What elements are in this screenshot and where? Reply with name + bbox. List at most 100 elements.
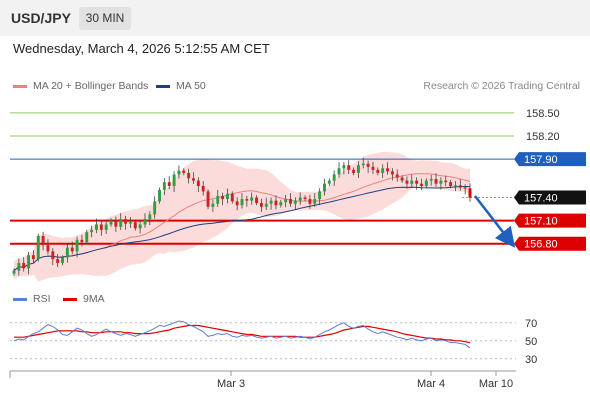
x-axis: Mar 3 Mar 4 Mar 10 xyxy=(9,370,516,390)
legend-ma20: MA 20 + Bollinger Bands xyxy=(13,80,148,92)
candle xyxy=(182,170,186,173)
candle xyxy=(216,196,220,204)
level-label-157.10: 157.10 xyxy=(524,216,558,228)
level-tag-157.90 xyxy=(514,152,586,167)
candle xyxy=(332,174,336,181)
candle xyxy=(162,182,166,190)
ma20-swatch xyxy=(13,84,27,88)
level-label-157.40: 157.40 xyxy=(524,193,558,205)
candle xyxy=(27,255,31,269)
candle xyxy=(192,178,195,181)
candle xyxy=(303,197,307,200)
ma50-line xyxy=(13,185,471,271)
candle xyxy=(458,185,462,188)
candle xyxy=(308,199,312,204)
ma9-line xyxy=(14,324,471,344)
candle xyxy=(390,171,394,175)
candle xyxy=(293,200,297,204)
x-tick-label: Mar 4 xyxy=(417,378,445,390)
legend-9ma: 9MA xyxy=(63,293,105,305)
candle xyxy=(371,166,375,170)
candle xyxy=(342,165,346,169)
candle xyxy=(289,199,292,204)
moving-average-layer xyxy=(13,173,471,271)
candle xyxy=(415,180,419,184)
timestamp: Wednesday, March 4, 2026 5:12:55 AM CET xyxy=(13,41,270,56)
candle xyxy=(221,196,225,200)
candle xyxy=(36,236,40,260)
candle xyxy=(138,224,142,229)
candle xyxy=(453,185,457,187)
candle xyxy=(143,219,147,225)
candle xyxy=(250,197,254,201)
candle xyxy=(167,182,171,186)
legend-ma50: MA 50 xyxy=(156,80,206,92)
candle xyxy=(206,191,210,207)
candle xyxy=(51,251,55,260)
candle xyxy=(255,197,259,203)
candle xyxy=(187,172,191,179)
bollinger-band xyxy=(14,151,470,282)
candle xyxy=(196,180,200,186)
legend-rsi: RSI xyxy=(13,293,51,305)
candle xyxy=(337,168,341,175)
candle xyxy=(153,201,157,215)
credit-text: Research © 2026 Trading Central xyxy=(423,80,580,92)
level-tag-156.80 xyxy=(514,236,586,251)
candle xyxy=(201,186,205,192)
candle xyxy=(468,188,472,198)
candle xyxy=(259,202,263,207)
candle xyxy=(41,236,45,246)
candle xyxy=(80,239,84,243)
candle xyxy=(56,259,60,263)
candle xyxy=(46,245,50,252)
candle xyxy=(104,224,108,230)
ma9-legend-label: 9MA xyxy=(83,293,105,305)
candle xyxy=(444,180,448,183)
ma9-swatch xyxy=(63,297,77,301)
candle xyxy=(463,187,467,189)
level-labels-layer: 158.50 158.20 157.90 157.40 157.10 156.80 xyxy=(514,108,586,251)
candle xyxy=(449,182,453,186)
candle xyxy=(323,183,326,192)
timeframe-badge[interactable]: 30 MIN xyxy=(79,7,131,30)
candle xyxy=(352,169,356,173)
ma50-swatch xyxy=(156,84,170,88)
candle xyxy=(230,193,234,202)
forecast-arrow xyxy=(474,195,516,248)
bollinger-band-layer xyxy=(14,151,470,282)
symbol-label: USD/JPY xyxy=(11,10,71,26)
candle xyxy=(410,180,414,184)
candle xyxy=(65,247,69,258)
candle xyxy=(298,197,302,201)
candle xyxy=(366,163,370,167)
candle xyxy=(119,219,123,227)
candle xyxy=(395,174,399,178)
candle xyxy=(75,239,79,252)
candle xyxy=(172,174,176,186)
candle xyxy=(269,200,273,204)
candle xyxy=(434,179,438,184)
candle xyxy=(177,170,181,175)
level-label-158.20: 158.20 xyxy=(526,131,560,143)
candle xyxy=(274,200,278,206)
level-label-156.80: 156.80 xyxy=(524,239,558,251)
candle xyxy=(313,199,317,204)
level-tag-157.40 xyxy=(514,190,586,205)
candle xyxy=(429,179,433,181)
ma50-label: MA 50 xyxy=(176,80,206,92)
candle xyxy=(211,203,215,207)
rsi-line xyxy=(13,320,471,349)
candle xyxy=(124,219,128,224)
candle xyxy=(31,255,35,260)
candle xyxy=(133,222,137,229)
level-lines-layer xyxy=(10,112,514,245)
candle xyxy=(17,262,21,271)
candle xyxy=(12,270,16,274)
candle xyxy=(356,165,360,173)
candle xyxy=(90,229,94,233)
rsi-swatch xyxy=(13,297,27,301)
candle xyxy=(327,180,331,184)
candle xyxy=(439,180,443,184)
